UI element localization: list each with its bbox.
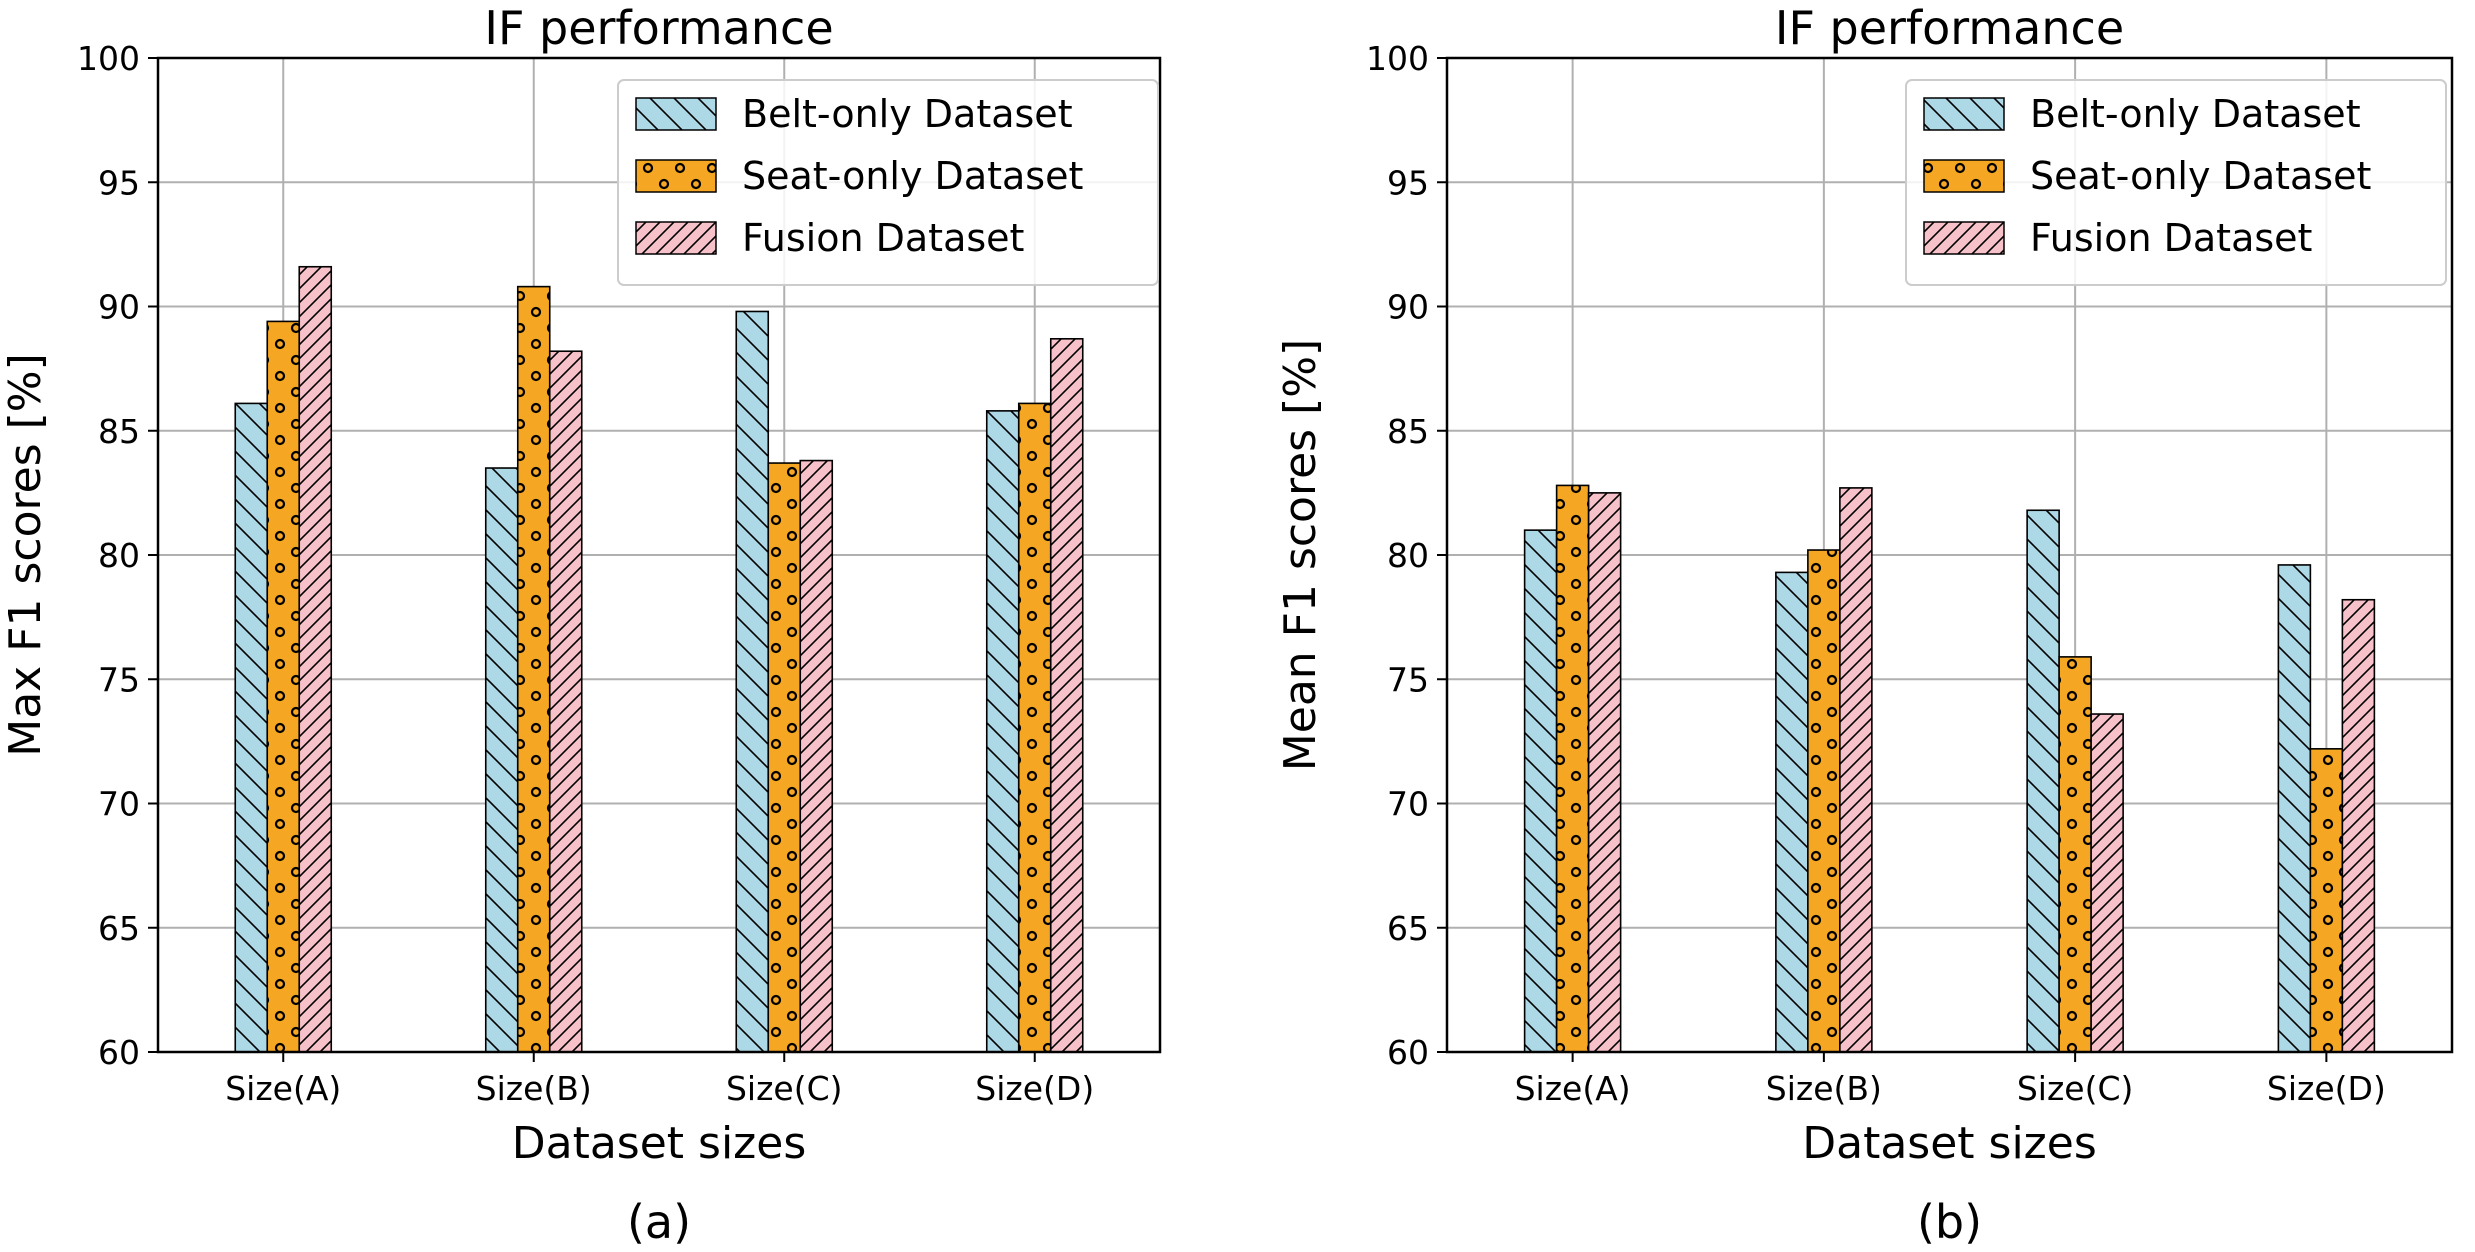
legend-swatch-seat	[1923, 159, 2005, 193]
bar-seat-4	[2309, 748, 2344, 1053]
bar-fusion-2	[1839, 487, 1873, 1053]
x-tick-label: Size(A)	[1515, 1069, 1631, 1108]
bar-belt-1	[1523, 529, 1558, 1053]
legend-box	[617, 79, 1159, 286]
y-tick-label: 85	[98, 412, 140, 451]
y-tick-label: 75	[1387, 660, 1429, 699]
y-tick-label: 70	[98, 785, 140, 824]
y-tick-label: 65	[98, 909, 140, 948]
bar-seat-3	[767, 462, 802, 1053]
legend-label-fusion: Fusion Dataset	[2030, 216, 2312, 260]
y-tick-label: 60	[98, 1033, 140, 1072]
bar-group	[234, 265, 1084, 1053]
legend-swatch-fusion	[1923, 221, 2005, 255]
y-tick-label: 85	[1387, 412, 1429, 451]
bar-fusion-4	[1049, 338, 1084, 1053]
y-tick-label: 100	[1366, 39, 1429, 78]
y-tick-label: 60	[1387, 1033, 1429, 1072]
bar-fusion-1	[1587, 492, 1622, 1053]
legend-swatch-belt	[1923, 97, 2005, 131]
panel-caption: (a)	[627, 1195, 691, 1249]
bar-fusion-3	[799, 459, 834, 1053]
legend-label-seat: Seat-only Dataset	[2030, 154, 2371, 198]
x-tick-labels: Size(A) Size(B) Size(C) Size(D)	[225, 1052, 1094, 1108]
panel-caption: (b)	[1917, 1195, 1982, 1249]
y-tick-labels: 60 65 70 75 80 85 90 95 100	[77, 39, 158, 1072]
bar-seat-3	[2058, 656, 2092, 1053]
y-tick-labels: 60 65 70 75 80 85 90 95 100	[1366, 39, 1447, 1072]
legend-swatch-fusion	[635, 221, 717, 255]
x-tick-label: Size(D)	[975, 1069, 1094, 1108]
x-tick-labels: Size(A) Size(B) Size(C) Size(D)	[1515, 1052, 2386, 1108]
x-tick-label: Size(B)	[1766, 1069, 1882, 1108]
legend: Belt-only Dataset Seat-only Dataset Fusi…	[1905, 79, 2447, 286]
y-axis-label: Max F1 scores [%]	[0, 353, 51, 757]
y-tick-label: 80	[1387, 536, 1429, 575]
bar-fusion-3	[2090, 713, 2124, 1053]
y-tick-label: 70	[1387, 785, 1429, 824]
chart-title: IF performance	[484, 1, 833, 55]
bar-belt-3	[735, 310, 770, 1053]
x-axis-label: Dataset sizes	[512, 1118, 807, 1169]
bar-fusion-1	[298, 265, 333, 1053]
bar-belt-1	[234, 402, 269, 1053]
x-axis-label: Dataset sizes	[1802, 1118, 2097, 1169]
y-tick-label: 75	[98, 660, 140, 699]
bar-seat-2	[1807, 549, 1841, 1053]
x-tick-label: Size(D)	[2267, 1069, 2386, 1108]
bar-belt-4	[2277, 564, 2312, 1053]
y-tick-label: 95	[1387, 163, 1429, 202]
bar-seat-1	[266, 320, 301, 1053]
bar-seat-1	[1555, 484, 1590, 1053]
y-tick-label: 95	[98, 163, 140, 202]
bar-belt-3	[2026, 509, 2060, 1053]
x-tick-label: Size(C)	[726, 1069, 843, 1108]
bar-belt-4	[985, 410, 1020, 1053]
y-tick-label: 65	[1387, 909, 1429, 948]
legend: Belt-only Dataset Seat-only Dataset Fusi…	[617, 79, 1159, 286]
bar-fusion-4	[2341, 598, 2376, 1053]
y-axis-label: Mean F1 scores [%]	[1275, 339, 1326, 771]
chart-title: IF performance	[1775, 1, 2124, 55]
bar-fusion-2	[548, 350, 583, 1053]
bar-seat-4	[1017, 402, 1052, 1053]
legend-label-seat: Seat-only Dataset	[742, 154, 1083, 198]
x-tick-label: Size(B)	[476, 1069, 592, 1108]
x-tick-label: Size(A)	[225, 1069, 341, 1108]
x-tick-label: Size(C)	[2017, 1069, 2134, 1108]
y-tick-label: 90	[98, 288, 140, 327]
legend-box	[1905, 79, 2447, 286]
bar-belt-2	[1775, 571, 1809, 1053]
y-tick-label: 90	[1387, 288, 1429, 327]
panel-b: 60 65 70 75 80 85 90 95 100 Size(A) Size(B) Size(C…	[1275, 1, 2454, 1249]
bar-belt-2	[484, 467, 519, 1053]
bar-group	[1523, 484, 2376, 1053]
legend-label-belt: Belt-only Dataset	[2030, 92, 2361, 136]
y-tick-label: 80	[98, 536, 140, 575]
y-tick-label: 100	[77, 39, 140, 78]
legend-label-belt: Belt-only Dataset	[742, 92, 1073, 136]
legend-label-fusion: Fusion Dataset	[742, 216, 1024, 260]
bar-seat-2	[516, 285, 551, 1053]
legend-swatch-seat	[635, 159, 717, 193]
panel-a: 60 65 70 75 80 85 90 95 100 Size(A) Size(B) Size(C…	[0, 1, 1162, 1249]
legend-swatch-belt	[635, 97, 717, 131]
